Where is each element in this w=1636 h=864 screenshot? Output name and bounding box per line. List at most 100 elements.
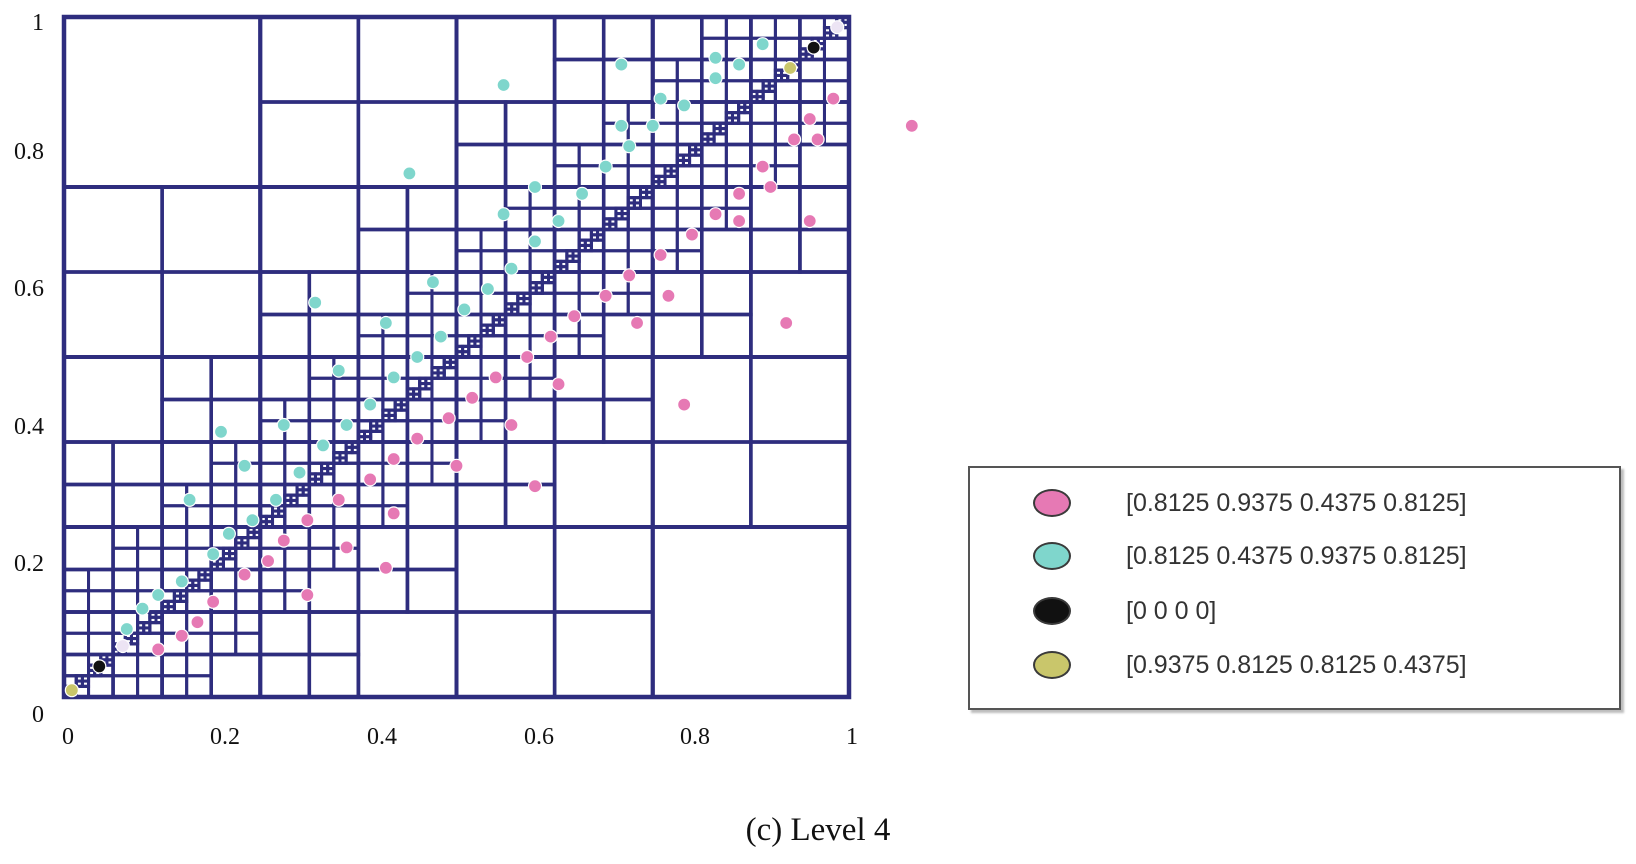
- grid-cell: [724, 143, 753, 168]
- grid-cell: [454, 610, 557, 699]
- grid-cell: [626, 291, 655, 316]
- grid-cell: [724, 36, 753, 61]
- grid-cell: [258, 100, 361, 189]
- grid-cell: [87, 610, 115, 635]
- grid-cell: [749, 100, 777, 125]
- grid-cell: [503, 440, 557, 487]
- x-tick-4: 0.8: [680, 724, 710, 750]
- grid-cell: [356, 567, 410, 614]
- grid-cell: [258, 440, 287, 465]
- grid-cell: [111, 546, 140, 571]
- pink-node: [363, 472, 378, 487]
- teal-node: [221, 526, 236, 541]
- grid-cell: [356, 440, 385, 465]
- grid-cell: [601, 397, 655, 444]
- grid-cell: [602, 249, 630, 274]
- grid-cell: [577, 313, 606, 338]
- grid-cell: [601, 355, 655, 402]
- grid-cell: [504, 185, 532, 210]
- grid-cell: [234, 631, 262, 656]
- grid-cell: [700, 312, 753, 359]
- grid-cell: [455, 355, 483, 380]
- pink-node: [567, 309, 582, 324]
- grid-cell: [111, 525, 140, 550]
- grid-cell: [749, 227, 802, 274]
- grid-cell: [503, 100, 557, 147]
- y-tick-4: 0.8: [14, 139, 44, 165]
- grid-cell: [479, 291, 508, 316]
- grid-cell: [504, 313, 532, 338]
- grid-cell: [356, 185, 410, 232]
- grid-cell: [62, 270, 164, 359]
- grid-cell: [356, 504, 385, 529]
- grid-cell: [160, 185, 262, 274]
- grid-cell: [258, 461, 287, 486]
- grid-cell: [62, 15, 263, 189]
- teal-node: [551, 213, 566, 229]
- grid-cell: [405, 185, 459, 232]
- grid-cell: [160, 546, 189, 571]
- teal-node: [527, 234, 543, 249]
- teal-node: [339, 417, 354, 433]
- grid-cell: [356, 355, 385, 380]
- grid-cell: [160, 440, 213, 487]
- grid-cell: [258, 589, 287, 614]
- grid-cell: [87, 674, 115, 699]
- teal-node: [496, 77, 511, 93]
- pink-node: [755, 159, 770, 174]
- grid-cell: [454, 525, 557, 614]
- grid-cell: [111, 568, 140, 593]
- grid-cell: [651, 15, 704, 62]
- grid-cell: [209, 568, 238, 593]
- grid-cell: [553, 185, 581, 210]
- grid-cell: [405, 291, 434, 316]
- pink-node: [904, 118, 919, 133]
- white-node: [830, 20, 845, 35]
- teal-circle-icon: [1033, 542, 1071, 570]
- grid-cell: [675, 185, 704, 210]
- grid-cell: [381, 461, 409, 486]
- grid-cell: [405, 227, 459, 274]
- grid-cell: [626, 249, 655, 274]
- grid-cell: [749, 355, 851, 444]
- teal-node: [410, 349, 425, 365]
- teal-node: [614, 118, 629, 133]
- grid-cell: [552, 610, 655, 699]
- pink-node: [504, 417, 519, 433]
- pink-node: [206, 594, 221, 609]
- grid-cell: [62, 482, 115, 529]
- grid-cell: [405, 398, 434, 423]
- grid-cell: [773, 100, 802, 125]
- y-tick-1: 0.2: [14, 551, 44, 577]
- grid-cell: [148, 621, 164, 635]
- grid-cell: [552, 525, 655, 614]
- pink-node: [410, 431, 425, 446]
- pink-node: [661, 288, 676, 303]
- grid-cell: [405, 525, 459, 572]
- teal-node: [135, 601, 150, 616]
- grid-cell: [356, 610, 459, 699]
- pink-node: [386, 506, 401, 521]
- grid-cell: [454, 482, 508, 529]
- grid-cell: [62, 355, 164, 444]
- pink-node: [731, 186, 747, 201]
- pink-node: [802, 213, 817, 229]
- teal-node: [614, 57, 629, 72]
- grid-cell: [773, 15, 802, 40]
- grid-cell: [136, 546, 164, 571]
- grid-cell: [602, 185, 630, 210]
- grid-cell: [773, 79, 802, 104]
- grid-cell: [356, 376, 385, 401]
- mesh-grid: [61, 14, 852, 700]
- grid-cell: [455, 270, 483, 295]
- grid-cell: [111, 589, 140, 614]
- grid-cell: [356, 15, 459, 104]
- grid-cell: [700, 121, 716, 136]
- grid-cell: [283, 440, 311, 465]
- teal-node: [433, 329, 448, 344]
- grid-cell: [356, 483, 385, 508]
- black-node: [92, 659, 107, 674]
- teal-node: [708, 50, 723, 65]
- teal-node: [480, 281, 495, 297]
- legend-label: [0.9375 0.8125 0.8125 0.4375]: [1126, 650, 1467, 679]
